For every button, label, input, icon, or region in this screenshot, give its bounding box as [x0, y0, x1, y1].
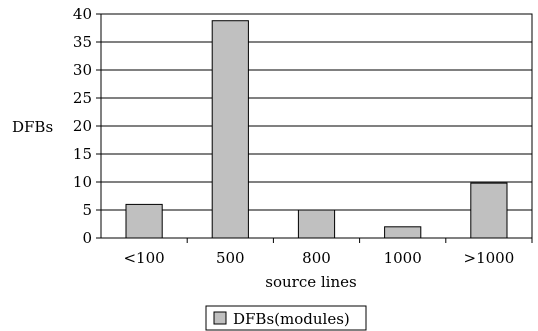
- legend-swatch: [213, 311, 227, 325]
- y-tick-label: 30: [73, 61, 92, 79]
- y-tick-label: 15: [73, 145, 92, 163]
- x-tick-labels: <100 500 800 1000 >1000: [123, 249, 514, 267]
- y-tick-label: 35: [73, 33, 92, 51]
- bar: [297, 209, 336, 239]
- y-tick-label: 40: [73, 5, 92, 23]
- x-tick-label: 800: [302, 249, 331, 267]
- y-axis-label: DFBs: [12, 118, 53, 136]
- legend: DFBs(modules): [205, 305, 367, 331]
- bar: [211, 20, 249, 239]
- bar: [125, 203, 163, 239]
- bar: [384, 226, 422, 239]
- bars: [125, 20, 508, 239]
- y-tick-label: 5: [82, 201, 92, 219]
- plot-area-frame: [100, 13, 533, 239]
- x-tick-label: <100: [123, 249, 164, 267]
- y-tick-label: 25: [73, 89, 92, 107]
- y-tick-label: 20: [73, 117, 92, 135]
- y-tick-labels: 0 5 10 15 20 25 30 35 40: [73, 5, 92, 247]
- x-tick-label: >1000: [464, 249, 515, 267]
- bar: [470, 182, 508, 239]
- x-axis-label: source lines: [265, 273, 356, 291]
- y-tick-label: 0: [82, 229, 92, 247]
- gridlines: [96, 13, 533, 243]
- y-tick-label: 10: [73, 173, 92, 191]
- x-tick-label: 1000: [384, 249, 422, 267]
- legend-frame: [205, 305, 367, 331]
- legend-label: DFBs(modules): [233, 310, 350, 328]
- x-tick-label: 500: [216, 249, 245, 267]
